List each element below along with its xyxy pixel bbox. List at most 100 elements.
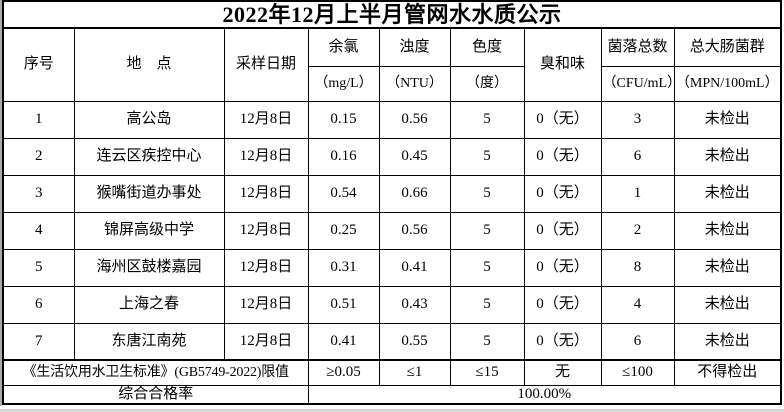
limits-label: 《生活饮用水卫生标准》(GB5749-2022)限值 <box>2 359 309 386</box>
cell-chlorine: 0.54 <box>307 174 380 213</box>
cell-color: 5 <box>449 100 525 139</box>
limit-odor: 无 <box>523 359 602 386</box>
limit-colony: ≤100 <box>600 359 675 386</box>
cell-turbidity: 0.43 <box>378 285 451 324</box>
cell-date: 12月8日 <box>223 137 309 176</box>
col-header-chlorine: 余氯 <box>307 27 380 67</box>
cell-coliform: 未检出 <box>673 285 782 324</box>
table-row: 3 猴嘴街道办事处 12月8日 0.54 0.66 5 0（无） 1 未检出 <box>2 174 782 213</box>
cell-coliform: 未检出 <box>673 137 782 176</box>
summary-value: 100.00% <box>307 384 782 405</box>
table-row: 4 锦屏高级中学 12月8日 0.25 0.56 5 0（无） 2 未检出 <box>2 211 782 250</box>
cell-odor: 0（无） <box>523 100 602 139</box>
col-header-coliform: 总大肠菌群 <box>673 27 782 67</box>
cell-date: 12月8日 <box>223 174 309 213</box>
cell-location: 高公岛 <box>73 100 225 139</box>
header-row-top: 序号 地 点 采样日期 余氯 浊度 色度 臭和味 菌落总数 总大肠菌群 <box>2 27 782 102</box>
col-header-index: 序号 <box>2 27 75 102</box>
cell-odor: 0（无） <box>523 285 602 324</box>
col-unit-colony: （CFU/mL） <box>600 65 675 102</box>
table-row: 6 上海之春 12月8日 0.51 0.43 5 0（无） 4 未检出 <box>2 285 782 324</box>
col-header-odor: 臭和味 <box>523 27 602 102</box>
cell-colony: 3 <box>600 100 675 139</box>
limits-row: 《生活饮用水卫生标准》(GB5749-2022)限值 ≥0.05 ≤1 ≤15 … <box>2 359 782 386</box>
limit-turbidity: ≤1 <box>378 359 451 386</box>
cell-color: 5 <box>449 322 525 361</box>
cell-chlorine: 0.15 <box>307 100 380 139</box>
col-unit-color: （度） <box>449 65 525 102</box>
cell-coliform: 未检出 <box>673 322 782 361</box>
cell-turbidity: 0.55 <box>378 322 451 361</box>
cell-index: 6 <box>2 285 75 324</box>
cell-colony: 2 <box>600 211 675 250</box>
col-unit-chlorine: （mg/L） <box>307 65 380 102</box>
summary-label: 综合合格率 <box>2 384 309 405</box>
col-unit-turbidity: （NTU） <box>378 65 451 102</box>
cell-colony: 6 <box>600 322 675 361</box>
cell-turbidity: 0.56 <box>378 211 451 250</box>
cell-color: 5 <box>449 174 525 213</box>
cell-odor: 0（无） <box>523 248 602 287</box>
cell-chlorine: 0.51 <box>307 285 380 324</box>
cell-date: 12月8日 <box>223 285 309 324</box>
cell-colony: 8 <box>600 248 675 287</box>
cell-location: 猴嘴街道办事处 <box>73 174 225 213</box>
table-row: 1 高公岛 12月8日 0.15 0.56 5 0（无） 3 未检出 <box>2 100 782 139</box>
cell-index: 2 <box>2 137 75 176</box>
cell-chlorine: 0.41 <box>307 322 380 361</box>
cell-colony: 4 <box>600 285 675 324</box>
cell-location: 东唐江南苑 <box>73 322 225 361</box>
cell-date: 12月8日 <box>223 248 309 287</box>
col-header-date: 采样日期 <box>223 27 309 102</box>
cell-odor: 0（无） <box>523 137 602 176</box>
cell-date: 12月8日 <box>223 100 309 139</box>
col-unit-coliform: （MPN/100mL） <box>673 65 782 102</box>
table-row: 2 连云区疾控中心 12月8日 0.16 0.45 5 0（无） 6 未检出 <box>2 137 782 176</box>
cell-turbidity: 0.56 <box>378 100 451 139</box>
cell-color: 5 <box>449 285 525 324</box>
cell-index: 7 <box>2 322 75 361</box>
cell-date: 12月8日 <box>223 322 309 361</box>
cell-location: 上海之春 <box>73 285 225 324</box>
cell-color: 5 <box>449 211 525 250</box>
cell-chlorine: 0.16 <box>307 137 380 176</box>
cell-turbidity: 0.66 <box>378 174 451 213</box>
table-row: 7 东唐江南苑 12月8日 0.41 0.55 5 0（无） 6 未检出 <box>2 322 782 361</box>
header-row-units: （mg/L） （NTU） （度） （CFU/mL） （MPN/100mL） <box>3 65 782 102</box>
cell-coliform: 未检出 <box>673 174 782 213</box>
table-row: 5 海州区鼓楼嘉园 12月8日 0.31 0.41 5 0（无） 8 未检出 <box>2 248 782 287</box>
cell-turbidity: 0.41 <box>378 248 451 287</box>
cell-location: 连云区疾控中心 <box>73 137 225 176</box>
screenshot-left-edge <box>0 0 2 406</box>
cell-location: 锦屏高级中学 <box>73 211 225 250</box>
cell-index: 3 <box>2 174 75 213</box>
col-header-location: 地 点 <box>73 27 225 102</box>
cell-index: 1 <box>2 100 75 139</box>
cell-index: 5 <box>2 248 75 287</box>
cell-index: 4 <box>2 211 75 250</box>
summary-row: 综合合格率 100.00% <box>2 384 782 405</box>
cell-turbidity: 0.45 <box>378 137 451 176</box>
col-header-turbidity: 浊度 <box>378 27 451 67</box>
screenshot-bottom-edge <box>0 409 784 412</box>
limit-color: ≤15 <box>449 359 525 386</box>
cell-color: 5 <box>449 248 525 287</box>
cell-color: 5 <box>449 137 525 176</box>
cell-odor: 0（无） <box>523 174 602 213</box>
cell-odor: 0（无） <box>523 322 602 361</box>
col-header-color: 色度 <box>449 27 525 67</box>
cell-colony: 1 <box>600 174 675 213</box>
title-row: 2022年12月上半月管网水水质公示 <box>2 0 782 30</box>
limit-chlorine: ≥0.05 <box>307 359 380 386</box>
cell-location: 海州区鼓楼嘉园 <box>73 248 225 287</box>
col-header-colony: 菌落总数 <box>600 27 675 67</box>
cell-chlorine: 0.31 <box>307 248 380 287</box>
cell-date: 12月8日 <box>223 211 309 250</box>
cell-colony: 6 <box>600 137 675 176</box>
limit-coliform: 不得检出 <box>673 359 782 386</box>
cell-odor: 0（无） <box>523 211 602 250</box>
cell-coliform: 未检出 <box>673 248 782 287</box>
cell-coliform: 未检出 <box>673 211 782 250</box>
cell-coliform: 未检出 <box>673 100 782 139</box>
